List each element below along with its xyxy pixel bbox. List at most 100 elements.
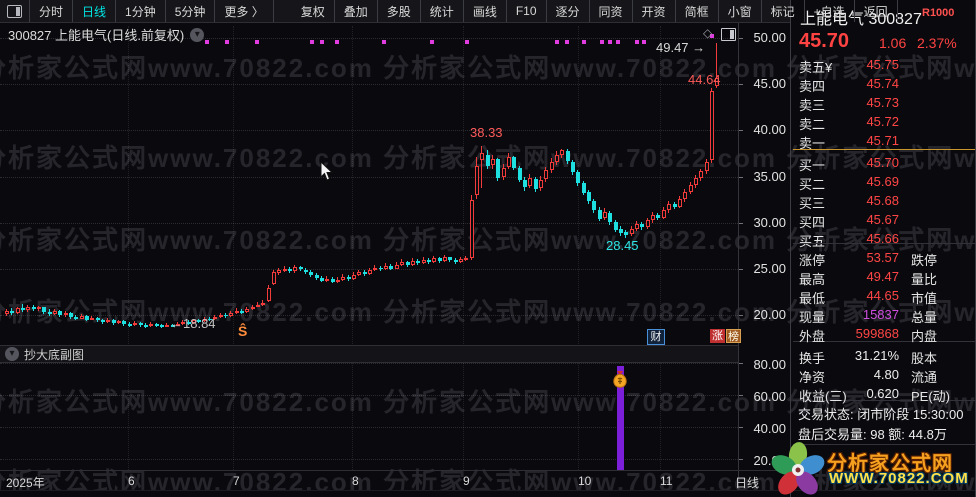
gridline-h (0, 222, 738, 224)
candle (555, 154, 559, 163)
sub-gridline-h (0, 395, 738, 396)
trade-status-line: 交易状态: 闭市阶段 15:30:00 (798, 407, 964, 422)
toolbar-item-2[interactable]: 1分钟 (116, 0, 166, 22)
toolbar-item-9[interactable]: 画线 (464, 0, 507, 22)
ask-row[interactable]: 卖三 45.73 (791, 93, 976, 113)
candle (389, 265, 393, 269)
toolbar-item-3[interactable]: 5分钟 (166, 0, 216, 22)
stat-row: 涨停 53.57 跌停 (791, 248, 976, 268)
stat-value: 4.80 (873, 367, 899, 382)
candle (502, 167, 506, 177)
chevron-down-icon[interactable]: ▾ (190, 27, 205, 42)
candle (448, 257, 452, 261)
toolbar-item-12[interactable]: 同资 (590, 0, 633, 22)
sub-y-axis-tick (739, 459, 743, 460)
cai-badge[interactable]: 财 (647, 329, 665, 345)
x-axis: 2025年 6 7 8 9 10 11 日线 (0, 470, 790, 491)
y-axis-label: 50.00 (753, 30, 786, 45)
zhang-badge[interactable]: 涨 (710, 329, 725, 343)
candle (261, 302, 265, 305)
bid-row[interactable]: 买三 45.68 (791, 191, 976, 211)
toolbar-item-18[interactable]: 返回 (855, 0, 898, 22)
ask-row[interactable]: 卖五¥ 45.75 (791, 55, 976, 75)
candle (614, 222, 618, 230)
candle (251, 306, 255, 310)
signal-dot (255, 40, 259, 44)
candle (10, 311, 14, 313)
toolbar-item-10[interactable]: F10 (507, 0, 547, 22)
toolbar-item-7[interactable]: 多股 (378, 0, 421, 22)
ask-row[interactable]: 卖二 45.72 (791, 112, 976, 132)
candle (624, 232, 628, 236)
stat-label-2: 股本 (911, 351, 938, 366)
candle (165, 325, 169, 328)
toolbar-item-16[interactable]: 标记 (762, 0, 805, 22)
candle (470, 200, 474, 259)
collapse-chevron-icon[interactable]: ▾ (5, 347, 19, 361)
candle (181, 322, 185, 325)
candle (651, 214, 655, 221)
toolbar-item-8[interactable]: 统计 (421, 0, 464, 22)
stat-label: 换手 (799, 351, 826, 366)
candle (395, 264, 399, 269)
panel-toggle-button[interactable] (0, 0, 30, 22)
stat-label-2: 量比 (911, 272, 938, 287)
candle (219, 314, 223, 317)
candle (267, 288, 271, 301)
candle (587, 191, 591, 201)
toolbar-item-0[interactable]: 分时 (30, 0, 74, 22)
diamond-icon[interactable]: ◇ (703, 26, 713, 40)
candle (582, 183, 586, 193)
stat-label: 涨停 (799, 253, 826, 268)
candle (630, 228, 634, 235)
chart-title-text: 300827 上能电气(日线.前复权) (8, 28, 185, 43)
bid-row[interactable]: 买二 45.69 (791, 172, 976, 192)
signal-dot (616, 40, 620, 44)
toolbar-item-1[interactable]: 日线 (73, 0, 117, 22)
stock-name-code[interactable]: 上能电气 300827 (800, 11, 922, 28)
ask-row[interactable]: 卖四 45.74 (791, 74, 976, 94)
gridline-v (660, 26, 661, 470)
stat-row: 换手 31.21% 股本 (791, 346, 976, 366)
candle (640, 224, 644, 227)
toolbar-item-15[interactable]: 小窗 (719, 0, 762, 22)
bid-row-label: 买一 (799, 158, 826, 173)
signal-dot (205, 40, 209, 44)
bid-row[interactable]: 买一 45.70 (791, 153, 976, 173)
stat-label-2: 总量 (911, 310, 938, 325)
ask-row-price: 45.74 (866, 76, 899, 91)
price-change-pct: 2.37% (917, 35, 957, 51)
toolbar-item-5[interactable]: 复权 (292, 0, 335, 22)
candle (315, 275, 319, 278)
toolbar-item-6[interactable]: 叠加 (335, 0, 378, 22)
split-view-icon[interactable] (721, 28, 736, 41)
ask-row-label: 卖四 (799, 79, 826, 94)
gridline-h (0, 84, 738, 86)
candlestick-chart[interactable] (0, 22, 738, 470)
candle (406, 262, 410, 265)
candle (571, 162, 575, 173)
ask-row[interactable]: 卖一 45.71 (791, 131, 976, 151)
toolbar-item-11[interactable]: 逐分 (547, 0, 590, 22)
candle (384, 265, 388, 270)
candle (454, 260, 458, 263)
bang-badge[interactable]: 榜 (726, 329, 741, 343)
candle (341, 276, 345, 280)
toolbar-item-17[interactable]: +自选 (805, 0, 855, 22)
ask-row-label: 卖一 (799, 136, 826, 151)
toolbar-item-13[interactable]: 开资 (633, 0, 676, 22)
toolbar-item-14[interactable]: 简框 (676, 0, 719, 22)
candle (710, 90, 714, 161)
sub-y-axis-tick (739, 363, 743, 364)
stat-row: 最低 44.65 市值 (791, 286, 976, 306)
sub-indicator-header[interactable]: ▾ 抄大底副图 (0, 345, 738, 363)
candle (705, 162, 709, 172)
bid-row[interactable]: 买四 45.67 (791, 210, 976, 230)
sub-y-axis-label: 40.00 (753, 421, 786, 436)
toolbar-item-4[interactable]: 更多 〉 (215, 0, 274, 22)
site-logo-title[interactable]: 分析家公式网 (827, 453, 953, 475)
bid-row[interactable]: 买五 45.66 (791, 229, 976, 249)
chart-title-bar[interactable]: 300827 上能电气(日线.前复权) ▾ (8, 25, 205, 44)
site-logo-url[interactable]: WWW.70822.COM (829, 470, 969, 487)
sub-y-axis-label: 60.00 (753, 389, 786, 404)
